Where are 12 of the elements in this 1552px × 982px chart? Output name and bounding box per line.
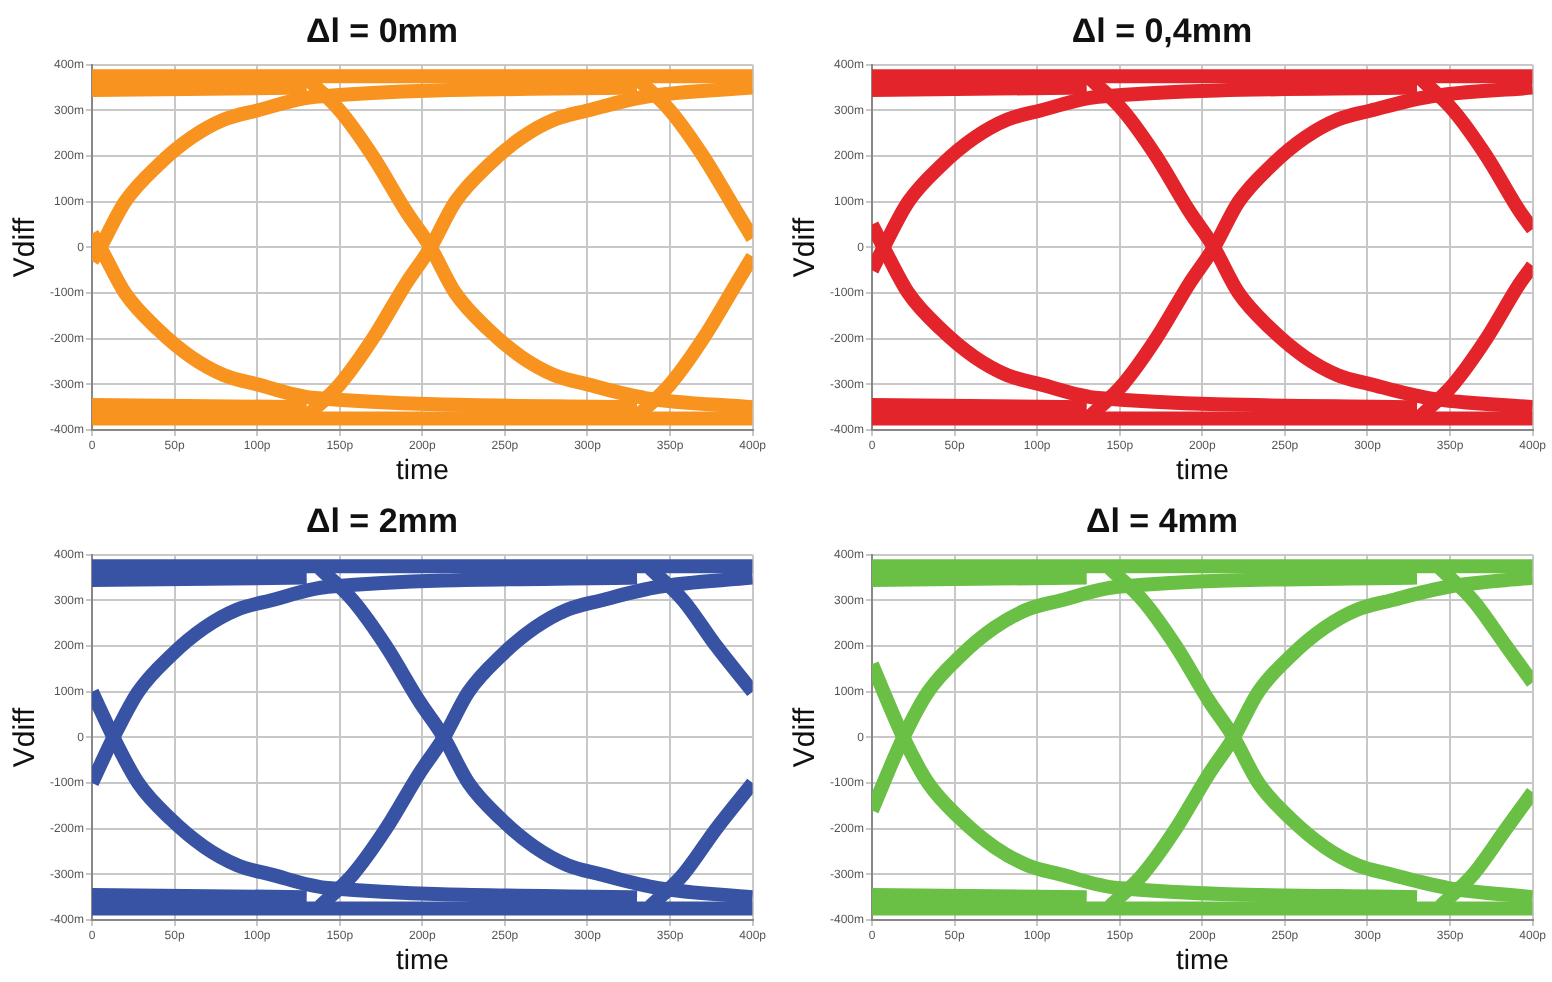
x-axis-title: time <box>395 452 450 485</box>
x-axis-title: time <box>395 942 450 975</box>
x-axis-title: time <box>1175 452 1230 485</box>
y-axis-title: Vdiff <box>8 216 43 278</box>
y-axis-title: Vdiff <box>788 216 823 278</box>
chart-title: Δl = 2mm <box>305 501 459 540</box>
chart-title: Δl = 0mm <box>305 11 459 50</box>
x-axis-title: time <box>1175 942 1230 975</box>
chart-title: Δl = 0,4mm <box>1071 11 1253 50</box>
y-axis-title: Vdiff <box>788 706 823 768</box>
chart-title: Δl = 4mm <box>1085 501 1239 540</box>
y-axis-title: Vdiff <box>8 706 43 768</box>
